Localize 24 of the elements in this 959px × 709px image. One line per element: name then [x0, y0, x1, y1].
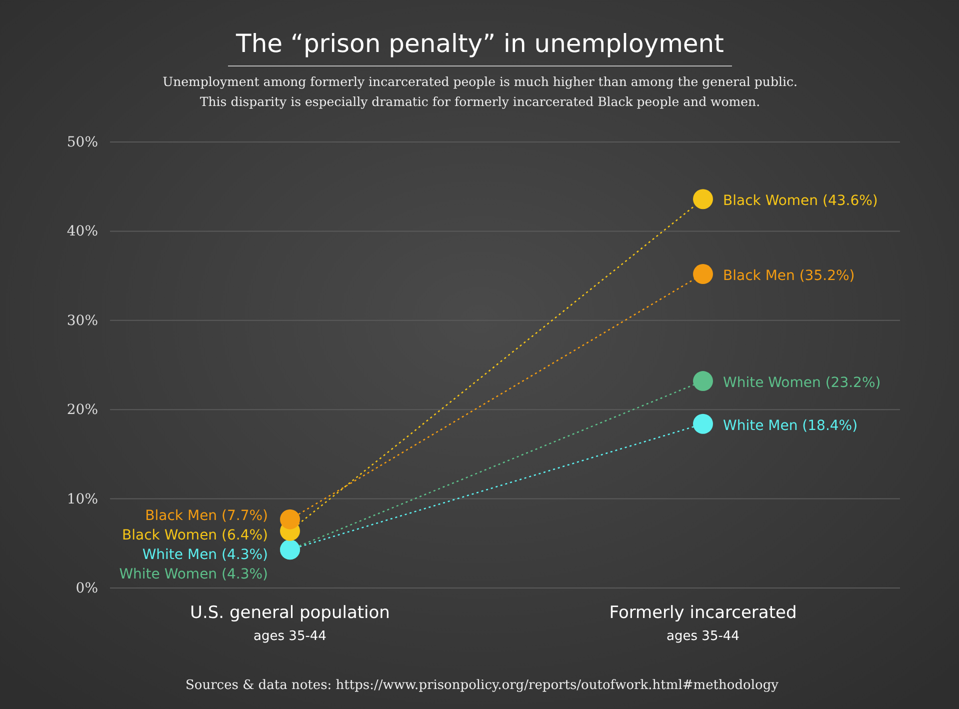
x-tick-label: U.S. general population ages 35-44 [190, 603, 390, 644]
text: Black Women (6.4%) [122, 528, 268, 544]
source-note: Sources & data notes: https://www.prisonpolicy.org/reports/outofwork.html#methodology [185, 678, 780, 693]
text: White Men (4.3%) [142, 547, 268, 563]
y-tick-label: 50% [66, 134, 98, 150]
y-tick-label: 10% [66, 491, 98, 508]
point [693, 189, 713, 210]
text: Black Men (7.7%) [145, 508, 268, 524]
point [693, 264, 713, 284]
point [693, 414, 713, 434]
y-tick-label: 0% [76, 580, 98, 596]
point [280, 509, 300, 530]
x-tick-label: Formerly incarcerated ages 35-44 [609, 603, 797, 644]
text: White Women (23.2%) [723, 375, 881, 392]
chart-subtitle: Unemployment among formerly incarcerated people is much higher than among the general public. This disparity is especially dramatic for formerly incarcerated Black people and women. [162, 74, 798, 109]
text: Black Women (43.6%) [723, 193, 878, 210]
text: White Women (4.3%) [119, 566, 268, 582]
point [693, 371, 713, 392]
y-tick-label: 30% [66, 312, 98, 329]
y-tick-label: 20% [66, 402, 98, 418]
y-tick-label: 40% [66, 224, 98, 240]
chart-title: The “prison penalty” in unemployment [235, 29, 724, 58]
text: Black Men (35.2%) [723, 268, 855, 284]
text: White Men (18.4%) [723, 418, 858, 434]
